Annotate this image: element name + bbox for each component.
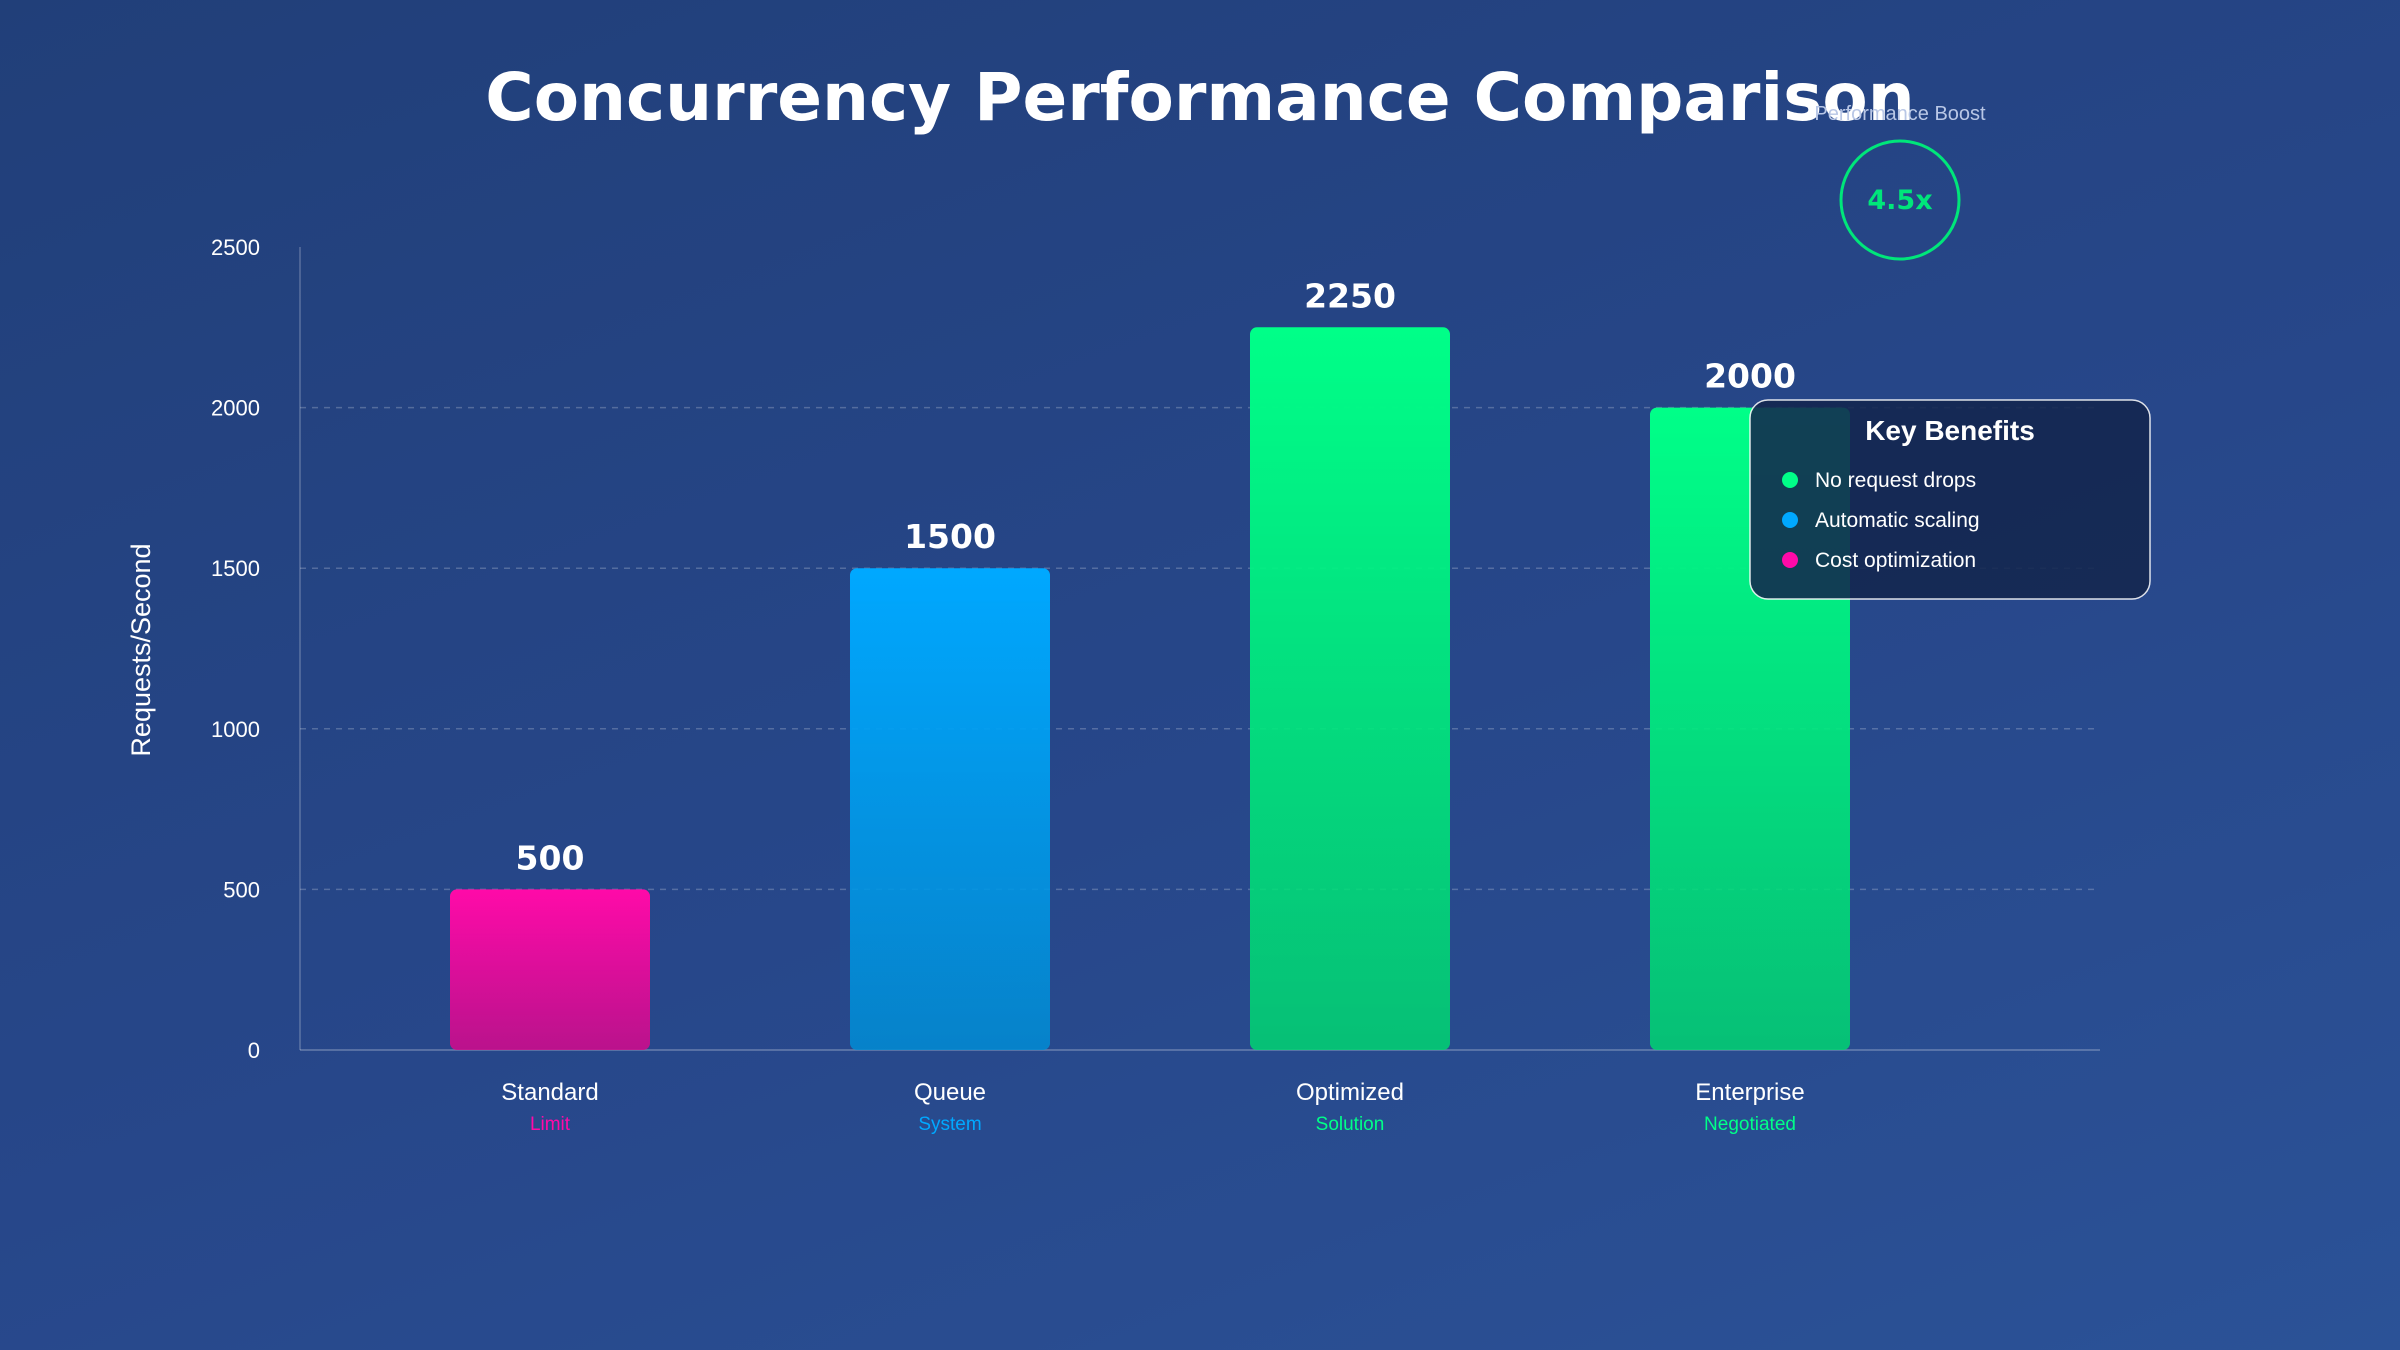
benefit-bullet-icon	[1782, 512, 1798, 528]
boost-ring	[1839, 139, 1961, 261]
bar-value-label: 2250	[1304, 276, 1396, 315]
y-tick-label: 0	[248, 1038, 260, 1063]
bar-shade-optimized	[1250, 327, 1450, 1050]
benefit-bullet-icon	[1782, 472, 1798, 488]
y-tick-label: 2500	[211, 235, 260, 260]
y-axis-label: Requests/Second	[126, 543, 156, 756]
bar-shade-queue	[850, 568, 1050, 1050]
x-tick-sublabel: Negotiated	[1704, 1114, 1796, 1135]
x-tick-sublabel: Limit	[530, 1114, 571, 1135]
benefit-item: No request drops	[1815, 469, 1976, 492]
performance-boost-badge: 4.5x Performance Boost	[1814, 103, 1986, 261]
benefits-title: Key Benefits	[1865, 415, 2035, 446]
x-tick-label: Queue	[914, 1079, 986, 1106]
y-tick-label: 1500	[211, 556, 260, 581]
bar-labels: 500 1500 2250 2000	[516, 276, 1796, 877]
x-tick-label: Optimized	[1296, 1079, 1404, 1106]
y-tick-label: 2000	[211, 396, 260, 421]
chart-title: Concurrency Performance Comparison	[485, 59, 1914, 136]
benefits-list: No request drops Automatic scaling Cost op…	[1782, 469, 1980, 572]
boost-value: 4.5x	[1867, 185, 1932, 216]
x-tick-sublabel: Solution	[1316, 1114, 1385, 1135]
benefit-item: Cost optimization	[1815, 549, 1976, 572]
y-axis-ticks: 0 500 1000 1500 2000 2500	[211, 235, 260, 1063]
x-axis-labels: Standard Limit Queue System Optimized Solutio…	[501, 1079, 1804, 1135]
bar-shade-standard	[450, 889, 650, 1050]
y-tick-label: 1000	[211, 717, 260, 742]
x-tick-label: Enterprise	[1695, 1079, 1804, 1106]
key-benefits-panel: Key Benefits No request drops Automatic s…	[1749, 399, 2151, 600]
bars	[450, 327, 1850, 1051]
bar-value-label: 1500	[904, 517, 996, 556]
boost-label: Performance Boost	[1814, 103, 1986, 125]
benefits-panel-background	[1749, 399, 2151, 600]
bar-value-label: 2000	[1704, 357, 1796, 396]
benefit-item: Automatic scaling	[1815, 509, 1980, 532]
bar-value-label: 500	[516, 838, 585, 877]
benefit-bullet-icon	[1782, 552, 1798, 568]
x-tick-label: Standard	[501, 1079, 598, 1106]
x-tick-sublabel: System	[918, 1114, 981, 1135]
y-tick-label: 500	[223, 877, 260, 902]
